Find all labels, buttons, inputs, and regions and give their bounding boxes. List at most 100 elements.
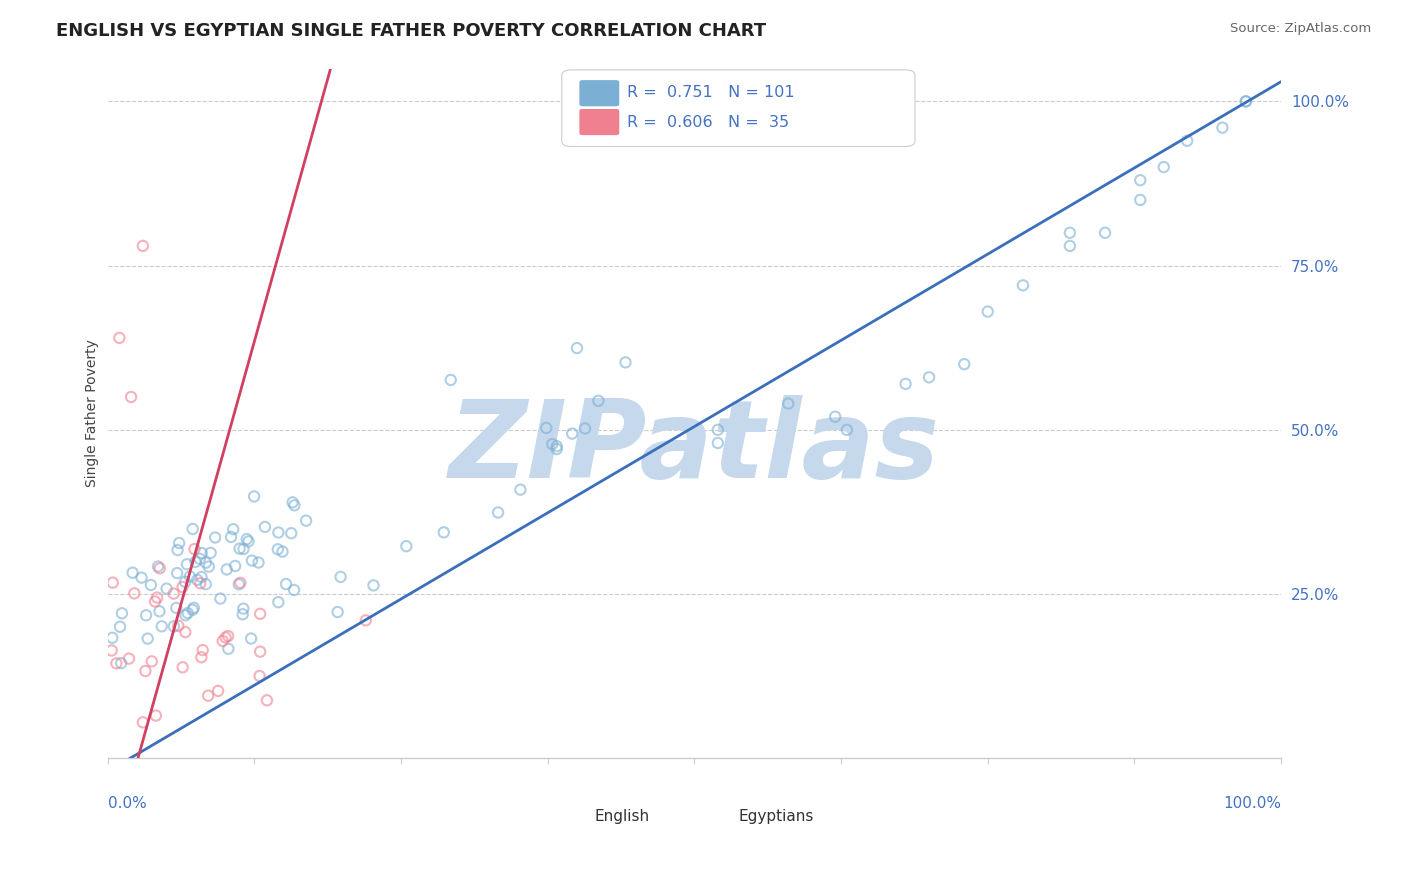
Point	[214, 631, 236, 645]
Point	[486, 506, 509, 520]
Point	[395, 539, 418, 553]
Point	[247, 556, 270, 570]
Point	[167, 536, 190, 550]
Point	[232, 541, 254, 556]
Point	[249, 607, 271, 621]
Point	[108, 620, 131, 634]
Point	[110, 656, 132, 670]
Point	[194, 556, 217, 570]
Point	[111, 607, 134, 621]
Point	[1129, 193, 1152, 207]
Point	[179, 569, 201, 583]
Point	[546, 439, 568, 453]
Point	[143, 594, 166, 608]
Text: ENGLISH VS EGYPTIAN SINGLE FATHER POVERTY CORRELATION CHART: ENGLISH VS EGYPTIAN SINGLE FATHER POVERT…	[56, 22, 766, 40]
Point	[541, 437, 564, 451]
Point	[118, 651, 141, 665]
FancyBboxPatch shape	[579, 80, 619, 106]
Point	[191, 643, 214, 657]
Text: Egyptians: Egyptians	[740, 809, 814, 823]
Point	[977, 304, 1000, 318]
Point	[561, 426, 583, 441]
Point	[141, 654, 163, 668]
Point	[139, 578, 162, 592]
Point	[253, 520, 276, 534]
Point	[132, 715, 155, 730]
Point	[177, 606, 200, 620]
Point	[108, 331, 131, 345]
Point	[132, 239, 155, 253]
Point	[217, 629, 239, 643]
Point	[197, 559, 219, 574]
Text: Source: ZipAtlas.com: Source: ZipAtlas.com	[1230, 22, 1371, 36]
Point	[953, 357, 976, 371]
Point	[204, 531, 226, 545]
Point	[1094, 226, 1116, 240]
Point	[184, 555, 207, 569]
Point	[105, 657, 128, 671]
Point	[200, 546, 222, 560]
Point	[1129, 173, 1152, 187]
Y-axis label: Single Father Poverty: Single Father Poverty	[86, 340, 100, 487]
Point	[354, 613, 377, 627]
Point	[207, 684, 229, 698]
Point	[283, 582, 305, 597]
Point	[283, 499, 305, 513]
Point	[183, 600, 205, 615]
Point	[1234, 95, 1257, 109]
Point	[232, 601, 254, 615]
Point	[363, 578, 385, 592]
Point	[197, 689, 219, 703]
Point	[174, 608, 197, 623]
Text: 0.0%: 0.0%	[108, 797, 146, 812]
Point	[188, 551, 211, 566]
Point	[188, 576, 211, 591]
Point	[190, 546, 212, 560]
Point	[174, 625, 197, 640]
Point	[190, 570, 212, 584]
Point	[163, 619, 186, 633]
Point	[236, 532, 259, 546]
Point	[163, 586, 186, 600]
Text: 100.0%: 100.0%	[1223, 797, 1281, 812]
Point	[238, 534, 260, 549]
Text: R =  0.751   N = 101: R = 0.751 N = 101	[627, 85, 796, 100]
Point	[1059, 239, 1081, 253]
Point	[150, 619, 173, 633]
Point	[145, 708, 167, 723]
Point	[166, 566, 188, 581]
Point	[211, 634, 233, 648]
Text: ZIPatlas: ZIPatlas	[449, 395, 941, 501]
Point	[1059, 226, 1081, 240]
Point	[256, 693, 278, 707]
Point	[229, 575, 252, 590]
Point	[509, 483, 531, 497]
Point	[1012, 278, 1035, 293]
Point	[240, 553, 263, 567]
Point	[131, 571, 153, 585]
Point	[172, 580, 194, 594]
Point	[274, 577, 297, 591]
Point	[228, 577, 250, 591]
Point	[588, 393, 610, 408]
Point	[1211, 120, 1233, 135]
Point	[249, 645, 271, 659]
Point	[165, 600, 187, 615]
Point	[280, 526, 302, 541]
Point	[565, 341, 588, 355]
Point	[326, 605, 349, 619]
Point	[707, 423, 730, 437]
Point	[271, 544, 294, 558]
Point	[181, 522, 204, 536]
Point	[186, 573, 208, 587]
Point	[136, 632, 159, 646]
Point	[194, 577, 217, 591]
Point	[224, 558, 246, 573]
Point	[167, 619, 190, 633]
Point	[433, 525, 456, 540]
Point	[148, 604, 170, 618]
Point	[134, 664, 156, 678]
Point	[190, 650, 212, 665]
Point	[135, 608, 157, 623]
Point	[183, 542, 205, 557]
